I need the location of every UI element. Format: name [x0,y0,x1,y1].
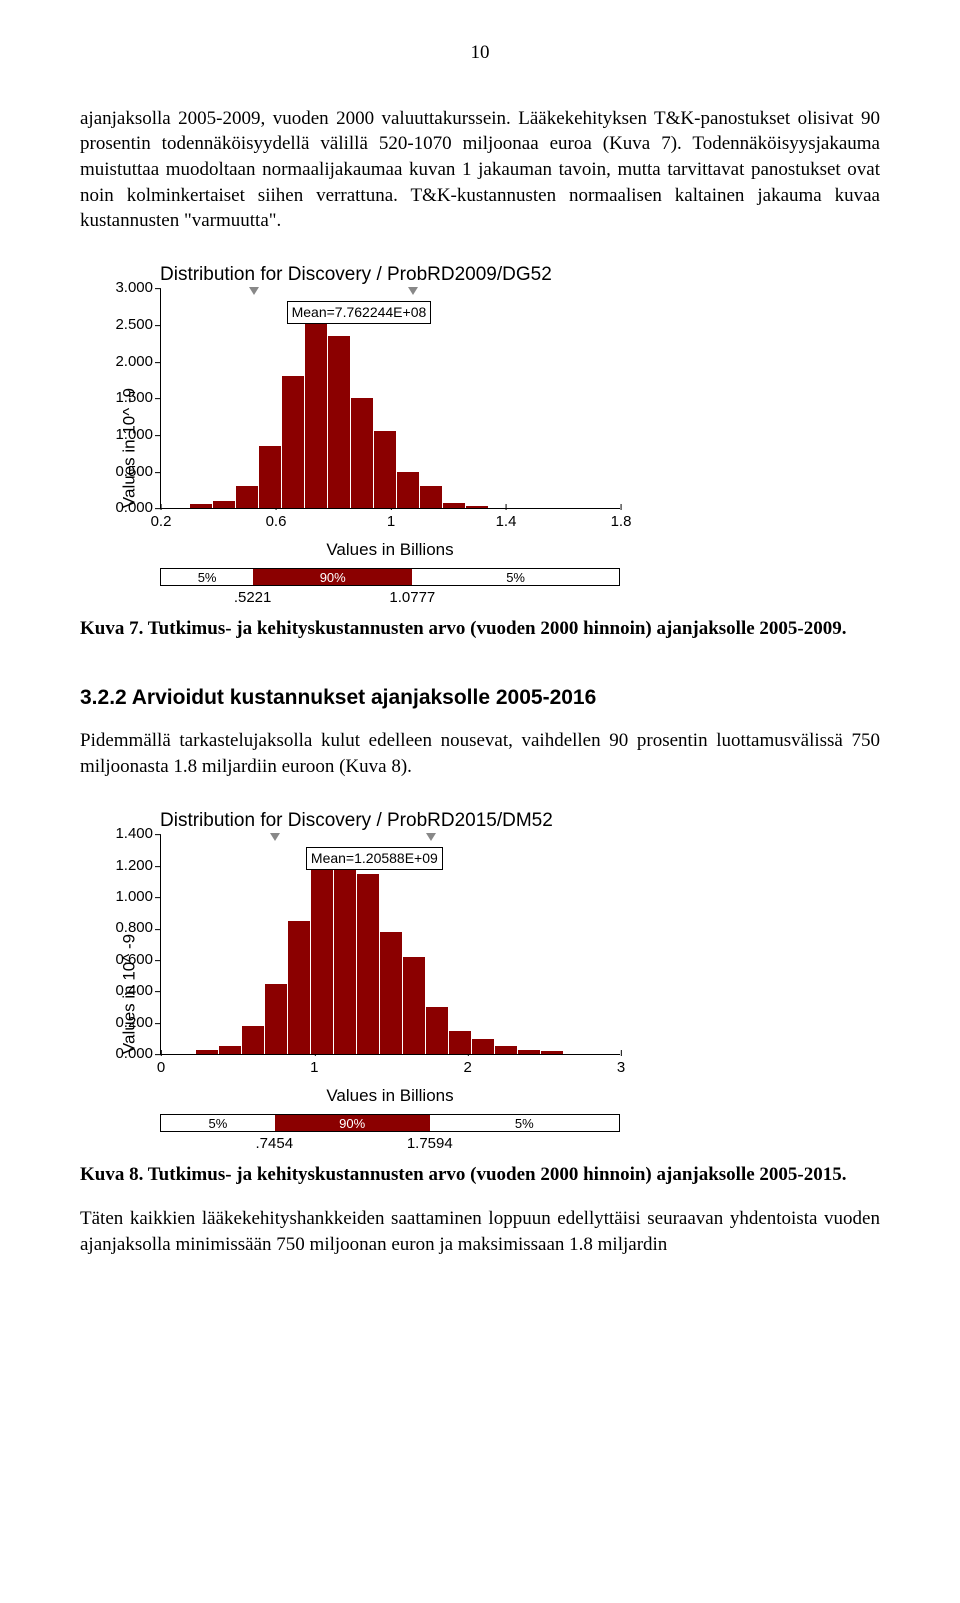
histogram-bar [403,957,425,1054]
histogram-bar [380,932,402,1055]
ci-segment: 90% [253,569,412,585]
histogram-bar [495,1046,517,1054]
histogram-bar [265,984,287,1055]
xtick: 1 [310,1058,318,1078]
histogram-bar [397,472,419,509]
histogram-bar [357,874,379,1055]
ytick: 0.000 [103,1044,153,1064]
ytick: 1.000 [103,425,153,445]
histogram-bar [426,1007,448,1054]
page-number: 10 [80,40,880,66]
ci-segment: 90% [275,1115,430,1131]
xtick: 1 [387,512,395,532]
ytick: 1.200 [103,856,153,876]
chart-2: Distribution for Discovery / ProbRD2015/… [80,808,880,1153]
xtick: 1.8 [611,512,632,532]
xtick: 0.2 [151,512,172,532]
ytick: 0.000 [103,498,153,518]
ci-bound-label: 1.7594 [407,1134,453,1154]
histogram-bar [351,398,373,508]
histogram-bar [466,506,488,509]
histogram-bar [328,336,350,508]
figure8-caption: Kuva 8. Tutkimus- ja kehityskustannusten… [80,1162,880,1188]
ytick: 1.400 [103,824,153,844]
histogram-bar [518,1050,540,1055]
ci-segment: 5% [161,569,253,585]
ci-marker-icon [408,287,418,295]
chart2-xlabel: Values in Billions [160,1085,620,1108]
histogram-bar [305,321,327,508]
histogram-bar [213,501,235,508]
chart-1: Distribution for Discovery / ProbRD2009/… [80,262,880,607]
chart2-ci: 5%90%5% .7454 1.7594 [160,1114,620,1152]
paragraph-3: Täten kaikkien lääkekehityshankkeiden sa… [80,1206,880,1257]
paragraph-2: Pidemmällä tarkastelujaksolla kulut edel… [80,728,880,779]
histogram-bar [282,376,304,508]
ytick: 1.000 [103,887,153,907]
ci-marker-icon [270,833,280,841]
histogram-bar [259,446,281,508]
ytick: 0.600 [103,950,153,970]
chart2-title: Distribution for Discovery / ProbRD2015/… [160,808,880,834]
chart1-title: Distribution for Discovery / ProbRD2009/… [160,262,880,288]
xtick: 0 [157,1058,165,1078]
chart1-ci: 5%90%5% .5221 1.0777 [160,568,620,606]
ytick: 0.200 [103,1013,153,1033]
ci-segment: 5% [430,1115,619,1131]
histogram-bar [420,486,442,508]
histogram-bar [288,921,310,1055]
histogram-bar [541,1051,563,1054]
ci-segment: 5% [161,1115,275,1131]
xtick: 3 [617,1058,625,1078]
section-3-2-2-heading: 3.2.2 Arvioidut kustannukset ajanjaksoll… [80,684,880,712]
histogram-bar [236,486,258,508]
ci-marker-icon [426,833,436,841]
ci-bound-label: .5221 [234,588,272,608]
histogram-bar [472,1039,494,1055]
mean-label: Mean=7.762244E+08 [287,301,432,324]
histogram-bar [311,869,333,1054]
ytick: 2.500 [103,315,153,335]
xtick: 1.4 [496,512,517,532]
mean-label: Mean=1.20588E+09 [306,847,443,870]
histogram-bar [242,1026,264,1054]
ci-segment: 5% [412,569,619,585]
histogram-bar [374,431,396,508]
ci-bound-label: 1.0777 [389,588,435,608]
chart1-plot: 0.0000.5001.0001.5002.0002.5003.0000.20.… [160,289,620,509]
histogram-bar [219,1046,241,1054]
histogram-bar [196,1050,218,1055]
ytick: 0.500 [103,462,153,482]
histogram-bar [443,503,465,509]
histogram-bar [334,858,356,1054]
xtick: 0.6 [266,512,287,532]
ci-marker-icon [249,287,259,295]
ytick: 0.400 [103,981,153,1001]
ytick: 1.500 [103,388,153,408]
paragraph-1: ajanjaksolla 2005-2009, vuoden 2000 valu… [80,106,880,234]
histogram-bar [190,504,212,508]
ytick: 0.800 [103,919,153,939]
figure7-caption: Kuva 7. Tutkimus- ja kehityskustannusten… [80,616,880,642]
ytick: 2.000 [103,352,153,372]
xtick: 2 [463,1058,471,1078]
chart2-plot: 0.0000.2000.4000.6000.8001.0001.2001.400… [160,835,620,1055]
ci-bound-label: .7454 [256,1134,294,1154]
histogram-bar [449,1031,471,1055]
chart1-xlabel: Values in Billions [160,539,620,562]
ytick: 3.000 [103,278,153,298]
